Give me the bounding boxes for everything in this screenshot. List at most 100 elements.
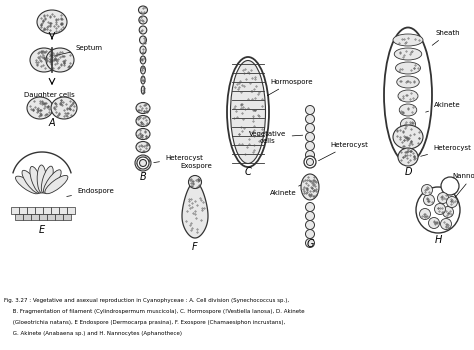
Text: G: G — [306, 239, 314, 249]
Circle shape — [139, 160, 146, 167]
Ellipse shape — [16, 176, 39, 194]
Ellipse shape — [136, 141, 150, 153]
Circle shape — [307, 159, 313, 166]
Ellipse shape — [230, 61, 265, 163]
Ellipse shape — [399, 104, 417, 116]
Ellipse shape — [44, 170, 61, 193]
Ellipse shape — [135, 155, 151, 171]
Circle shape — [306, 124, 315, 133]
Text: Heterocyst: Heterocyst — [421, 145, 471, 156]
Ellipse shape — [136, 116, 150, 126]
Ellipse shape — [393, 125, 423, 149]
Circle shape — [443, 206, 454, 217]
Ellipse shape — [138, 6, 147, 14]
Bar — [63, 214, 71, 220]
Text: Heterocyst: Heterocyst — [319, 142, 368, 161]
Text: Akinete: Akinete — [270, 185, 301, 196]
Circle shape — [440, 218, 452, 230]
Ellipse shape — [30, 48, 58, 72]
Ellipse shape — [401, 118, 416, 130]
Ellipse shape — [141, 86, 145, 94]
Ellipse shape — [395, 62, 420, 74]
Ellipse shape — [403, 146, 413, 158]
Text: Vegetative
cells: Vegetative cells — [249, 131, 303, 144]
Text: Endospore: Endospore — [67, 188, 114, 196]
Circle shape — [441, 177, 459, 195]
Ellipse shape — [397, 76, 419, 88]
Ellipse shape — [41, 166, 53, 193]
Circle shape — [423, 195, 435, 205]
Ellipse shape — [37, 10, 67, 34]
Text: Sheath: Sheath — [432, 30, 461, 45]
Ellipse shape — [139, 26, 147, 34]
Ellipse shape — [140, 56, 146, 64]
Text: Fig. 3.27 : Vegetative and asexual reproduction in Cyanophyceae : A. Cell divisi: Fig. 3.27 : Vegetative and asexual repro… — [4, 298, 289, 303]
Ellipse shape — [393, 34, 423, 46]
Text: Hormospore: Hormospore — [267, 79, 312, 96]
Ellipse shape — [136, 103, 150, 113]
Circle shape — [419, 209, 430, 219]
Circle shape — [306, 133, 315, 141]
Text: Daughter cells: Daughter cells — [24, 92, 75, 98]
Ellipse shape — [30, 167, 42, 193]
Ellipse shape — [416, 187, 460, 233]
Text: (Gloeotrichia natans), E Endospore (Dermocarpa prasina), F. Exospore (Chamaesiph: (Gloeotrichia natans), E Endospore (Derm… — [4, 320, 285, 325]
Ellipse shape — [37, 165, 46, 193]
Ellipse shape — [136, 128, 150, 140]
Bar — [23, 214, 31, 220]
Circle shape — [306, 105, 315, 114]
Bar — [43, 207, 51, 214]
Ellipse shape — [45, 175, 68, 194]
Bar — [19, 207, 27, 214]
Ellipse shape — [301, 174, 319, 200]
Bar — [55, 214, 63, 220]
Circle shape — [306, 141, 315, 150]
Circle shape — [306, 114, 315, 124]
Circle shape — [306, 238, 315, 247]
Bar — [11, 207, 19, 214]
Circle shape — [447, 196, 457, 208]
Circle shape — [306, 220, 315, 230]
Text: Septum: Septum — [56, 45, 103, 55]
Bar — [35, 207, 43, 214]
Circle shape — [421, 184, 432, 196]
Polygon shape — [182, 182, 208, 238]
Circle shape — [306, 203, 315, 211]
Circle shape — [304, 156, 316, 168]
Bar — [47, 214, 55, 220]
Text: A: A — [49, 118, 55, 128]
Ellipse shape — [227, 57, 269, 167]
Ellipse shape — [394, 48, 422, 60]
Ellipse shape — [27, 97, 53, 119]
Ellipse shape — [141, 76, 145, 84]
Ellipse shape — [46, 48, 74, 72]
Ellipse shape — [140, 46, 146, 54]
Text: Exospore: Exospore — [180, 163, 212, 169]
Circle shape — [428, 217, 439, 229]
Circle shape — [137, 157, 149, 169]
Ellipse shape — [189, 175, 201, 189]
Circle shape — [306, 150, 315, 160]
Bar — [67, 207, 75, 214]
Bar — [15, 214, 23, 220]
Bar — [31, 214, 39, 220]
Circle shape — [435, 203, 446, 215]
Bar — [59, 207, 67, 214]
Circle shape — [306, 211, 315, 220]
Text: C: C — [245, 167, 251, 177]
Ellipse shape — [398, 90, 418, 102]
Text: Heterocyst: Heterocyst — [154, 155, 203, 163]
Ellipse shape — [402, 132, 414, 144]
Text: G. Akinete (Anabaena sp.) and H. Nannocytes (Aphanothece): G. Akinete (Anabaena sp.) and H. Nannocy… — [4, 331, 182, 336]
Text: H: H — [434, 235, 442, 245]
Text: B. Fragmentation of filament (Cylindrospermum muscicola), C. Hormospore (!Vestie: B. Fragmentation of filament (Cylindrosp… — [4, 309, 305, 314]
Ellipse shape — [139, 36, 146, 44]
Text: F: F — [192, 242, 198, 252]
Ellipse shape — [139, 16, 147, 24]
Ellipse shape — [141, 66, 146, 74]
Ellipse shape — [384, 28, 432, 162]
Ellipse shape — [22, 170, 40, 193]
Bar — [27, 207, 35, 214]
Text: Akinete: Akinete — [426, 102, 461, 112]
Text: B: B — [140, 172, 146, 182]
